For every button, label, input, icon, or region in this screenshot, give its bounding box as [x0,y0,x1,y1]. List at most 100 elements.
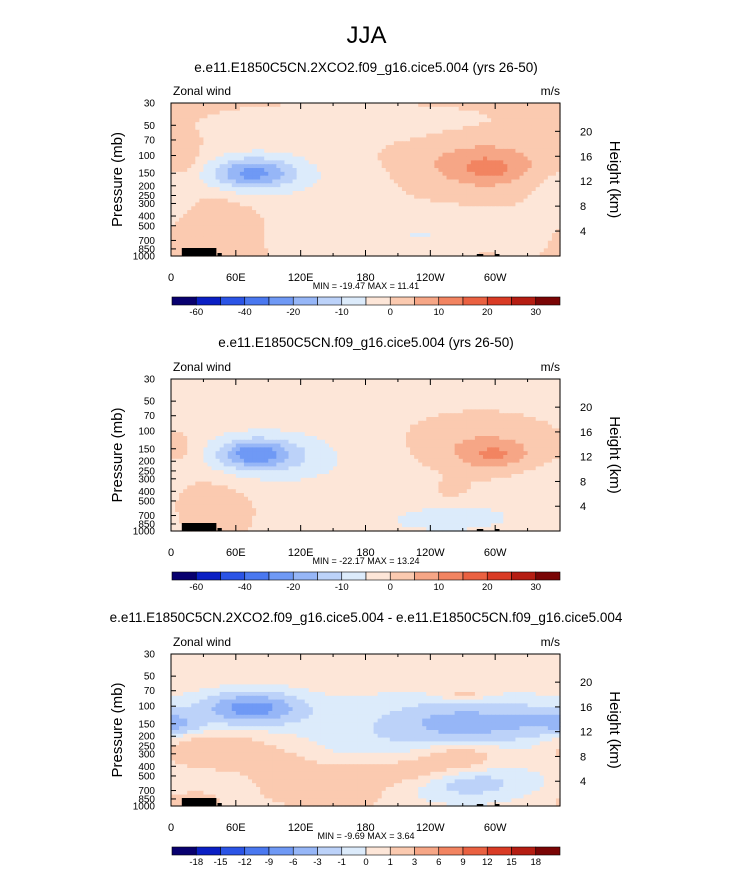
field-cell [365,386,371,391]
field-cell [179,122,184,127]
field-cell [239,198,245,204]
field-cell [503,190,508,196]
field-cell [308,114,314,119]
field-cell [483,236,488,242]
field-cell [466,401,472,407]
field-cell [320,417,326,422]
field-cell [296,145,302,150]
field-cell [256,118,261,123]
field-cell [414,114,419,119]
field-cell [199,409,205,414]
field-cell [381,210,387,215]
field-cell [235,106,241,112]
field-cell [231,145,237,150]
field-cell [491,202,496,207]
field-cell [239,125,245,131]
field-cell [349,221,354,226]
field-cell [203,194,209,200]
field-cell [438,190,444,196]
field-cell [195,386,200,391]
field-cell [264,248,269,253]
y-tick-label: 100 [138,151,155,162]
field-cell [308,175,314,181]
field-cell [308,405,314,410]
field-cell [503,398,508,403]
field-cell [531,240,537,246]
field-cell [333,190,338,196]
field-cell [410,221,415,226]
field-cell [292,145,298,150]
field-cell [280,175,286,181]
field-cell [547,141,553,146]
field-cell [280,118,286,123]
field-cell [304,171,310,177]
field-cell [401,171,407,177]
field-cell [491,125,496,131]
field-cell [543,164,549,169]
field-cell [381,206,387,211]
field-cell [495,175,500,181]
field-cell [324,229,330,234]
colorbar-box [341,296,367,306]
field-cell [252,417,257,422]
field-cell [243,160,249,165]
field-cell [406,244,411,249]
field-cell [430,114,435,119]
field-cell [239,175,245,181]
field-cell [264,152,269,158]
field-cell [316,229,322,234]
field-cell [515,405,521,410]
field-cell [268,382,273,388]
field-cell [483,409,488,414]
field-cell [329,145,334,150]
field-cell [499,398,504,403]
field-cell [239,382,245,388]
field-cell [389,229,395,234]
field-cell [458,118,464,123]
field-cell [211,164,217,169]
field-cell [324,206,330,211]
field-cell [284,114,290,119]
field-cell [377,156,383,161]
field-cell [385,137,391,142]
colorbar-box [511,296,537,306]
field-cell [247,386,253,391]
field-cell [211,210,217,215]
field-cell [466,152,472,158]
field-cell [555,141,561,146]
field-cell [434,190,440,196]
field-cell [503,417,508,422]
field-cell [410,202,415,207]
field-cell [491,386,496,391]
field-cell [373,145,379,150]
field-cell [349,409,354,414]
field-cell [511,194,517,200]
field-cell [495,125,500,131]
field-cell [175,236,180,242]
field-cell [414,129,419,135]
field-cell [341,156,346,161]
field-cell [434,210,440,215]
field-cell [235,221,241,226]
field-cell [547,394,553,399]
field-cell [199,106,205,112]
field-cell [474,110,480,116]
field-cell [171,171,176,177]
field-cell [454,386,460,391]
field-cell [361,106,367,112]
field-cell [539,213,545,219]
field-cell [272,141,277,146]
field-cell [252,386,257,391]
field-cell [393,168,399,173]
field-cell [539,103,545,108]
field-cell [535,137,541,142]
field-cell [401,225,407,230]
field-cell [478,160,484,165]
field-cell [422,106,427,112]
field-cell [211,382,217,388]
field-cell [349,248,354,253]
field-cell [260,110,265,116]
field-cell [171,240,176,246]
field-cell [231,240,237,246]
field-cell [466,110,472,116]
